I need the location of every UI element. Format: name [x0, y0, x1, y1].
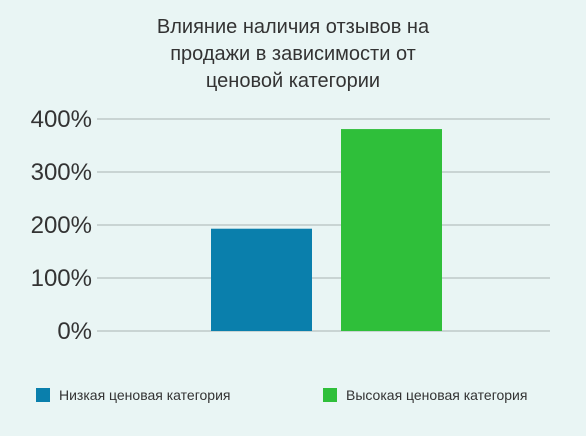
chart-title-line-1: Влияние наличия отзывов на	[156, 16, 430, 38]
chart-title: Влияние наличия отзывов на продажи в зав…	[0, 14, 586, 95]
legend-label-low: Низкая ценовая категория	[59, 387, 231, 403]
legend-item-high: Высокая ценовая категория	[323, 387, 527, 403]
legend: Низкая ценовая категория Высокая ценовая…	[36, 387, 576, 407]
chart-title-line-2: продажи в зависимости от	[170, 43, 416, 65]
bar-low-price	[211, 228, 312, 331]
y-tick-label: 100%	[31, 265, 92, 292]
legend-item-low: Низкая ценовая категория	[36, 387, 230, 403]
y-tick-label: 0%	[57, 318, 92, 345]
legend-swatch-low	[36, 388, 50, 402]
bar-high-price	[341, 129, 442, 331]
y-tick-label: 300%	[31, 159, 92, 186]
legend-swatch-high	[323, 388, 337, 402]
y-tick-label: 200%	[31, 212, 92, 239]
legend-label-high: Высокая ценовая категория	[346, 387, 528, 403]
y-tick-label: 400%	[31, 106, 92, 133]
chart-title-line-3: ценовой категории	[205, 70, 381, 92]
